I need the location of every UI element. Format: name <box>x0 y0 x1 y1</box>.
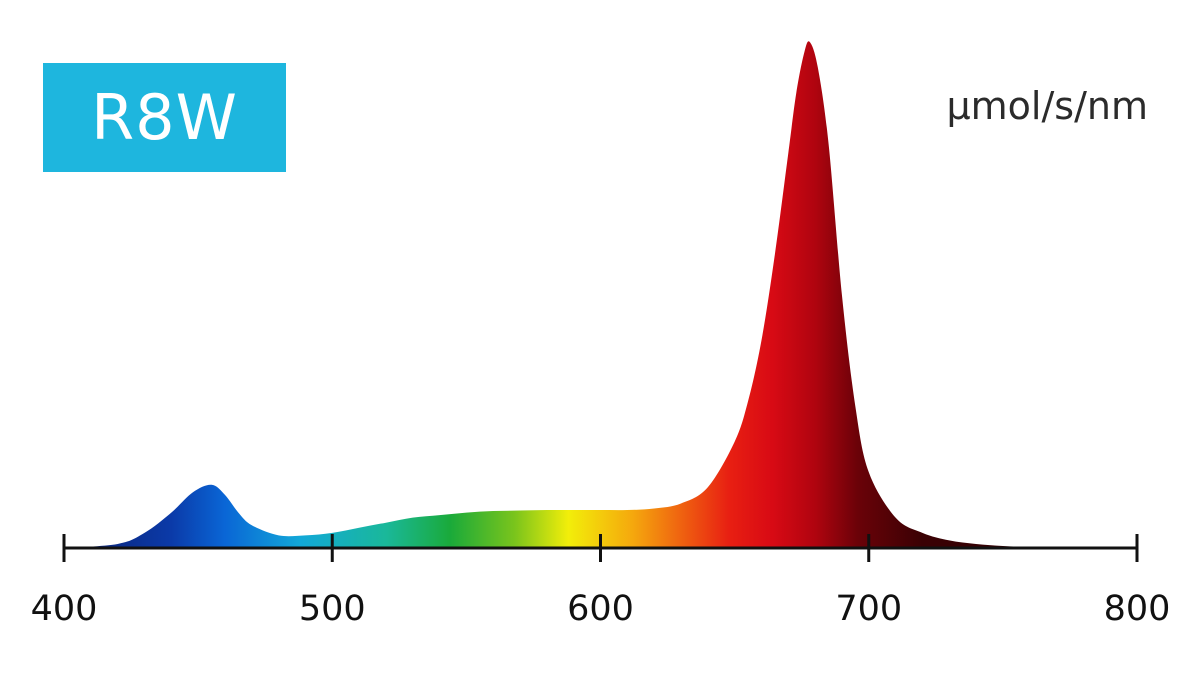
product-badge: R8W <box>43 63 286 172</box>
x-tick-label: 400 <box>31 589 98 629</box>
product-badge-label: R8W <box>91 81 238 154</box>
x-tick-label: 600 <box>567 589 634 629</box>
unit-label: µmol/s/nm <box>946 84 1148 128</box>
x-tick-label: 800 <box>1104 589 1171 629</box>
x-tick-label: 700 <box>835 589 902 629</box>
x-tick-label: 500 <box>299 589 366 629</box>
spectrum-area <box>64 41 1137 548</box>
x-axis: 400 500 600 700 800 <box>31 534 1171 629</box>
